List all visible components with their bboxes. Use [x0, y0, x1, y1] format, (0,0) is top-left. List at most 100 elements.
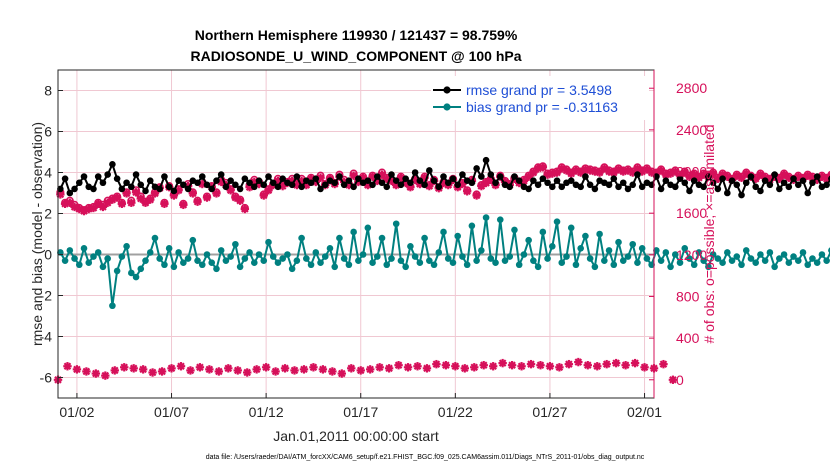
bias-point — [643, 255, 651, 262]
obs-star-marker — [526, 359, 536, 369]
bias-point — [463, 261, 471, 269]
bias-point — [818, 251, 826, 258]
obs-star-marker — [176, 362, 186, 371]
rmse-point — [426, 167, 433, 174]
obs-star-marker — [235, 196, 245, 205]
obs-star-marker — [507, 361, 517, 370]
rmse-point — [586, 181, 594, 189]
legend-rmse-marker — [443, 86, 451, 94]
bias-point — [478, 247, 485, 254]
rmse-series-group — [57, 156, 830, 199]
bias-point — [355, 257, 362, 264]
bias-point — [695, 249, 703, 256]
x-tick-label: 01/12 — [249, 404, 284, 420]
rmse-point — [804, 189, 812, 197]
rmse-point — [57, 185, 64, 193]
bias-point — [336, 234, 343, 242]
obs-star-marker — [167, 364, 176, 373]
rmse-point — [776, 185, 783, 193]
bias-point — [634, 259, 641, 267]
bias-point — [142, 257, 149, 264]
bias-point — [71, 255, 78, 262]
bias-point — [251, 259, 258, 267]
bias-point — [785, 259, 793, 267]
rmse-point — [634, 171, 641, 178]
bias-point — [629, 240, 637, 248]
bias-point — [392, 220, 400, 228]
obs-star-marker — [157, 367, 167, 376]
bias-point — [776, 255, 783, 262]
bias-point — [648, 261, 655, 269]
bias-point — [473, 257, 480, 264]
bias-point — [128, 269, 135, 277]
bias-point — [823, 257, 830, 264]
bias-point — [279, 255, 286, 262]
bias-point — [605, 247, 613, 254]
bias-point — [567, 224, 575, 232]
obs-star-marker — [349, 171, 358, 180]
rmse-point — [719, 175, 726, 182]
bias-point — [109, 302, 116, 310]
rmse-point — [251, 183, 258, 191]
obs-star-marker — [205, 365, 214, 374]
bias-point — [345, 261, 353, 269]
bias-point — [719, 259, 726, 267]
bias-point — [378, 234, 386, 242]
rmse-point — [416, 177, 424, 184]
rmse-point — [468, 179, 476, 187]
bias-point — [591, 263, 599, 271]
rmse-point — [180, 181, 187, 189]
obs-star-marker — [82, 367, 91, 376]
bias-point — [449, 259, 457, 267]
rmse-point — [553, 177, 561, 184]
rmse-point — [128, 183, 135, 191]
rmse-point — [298, 183, 305, 191]
rmse-point — [293, 173, 301, 180]
obs-star-marker — [375, 363, 384, 372]
rmse-point — [161, 173, 168, 180]
legend-box — [431, 76, 649, 120]
rmse-point — [208, 185, 216, 193]
bias-point — [274, 259, 282, 267]
obs-star-marker — [593, 362, 602, 371]
bias-point — [653, 247, 660, 254]
rmse-point — [132, 171, 140, 178]
rmse-point — [288, 181, 296, 189]
legend: rmse grand pr = 3.5498 bias grand pr = -… — [431, 76, 649, 120]
obs-star-marker — [602, 359, 611, 369]
rmse-point — [123, 179, 130, 187]
rmse-point — [340, 181, 348, 189]
bias-point — [165, 245, 173, 252]
obs-star-marker — [659, 359, 668, 369]
bias-point — [180, 259, 187, 267]
rmse-point — [544, 179, 551, 187]
bias-point — [530, 257, 537, 264]
rmse-point — [61, 175, 69, 182]
bias-point — [161, 261, 168, 269]
y-tick-label-right: 2400 — [676, 122, 707, 138]
bias-point — [426, 257, 433, 264]
bias-point — [307, 261, 315, 269]
bias-point — [738, 261, 745, 269]
bias-point — [804, 261, 812, 269]
rmse-point — [421, 181, 428, 189]
bias-point — [440, 228, 447, 236]
rmse-point — [681, 179, 689, 187]
bias-point — [246, 249, 253, 256]
rmse-point — [757, 187, 764, 195]
rmse-point — [80, 173, 88, 180]
bias-point — [601, 257, 608, 264]
rmse-point — [619, 179, 627, 187]
chart-title: Northern Hemisphere 119930 / 121437 = 98… — [195, 27, 518, 43]
bias-point — [733, 253, 741, 260]
bias-point — [359, 251, 367, 258]
bias-point — [435, 249, 443, 256]
bias-point — [799, 249, 807, 256]
obs-star-marker — [231, 193, 240, 202]
obs-star-marker — [481, 178, 491, 188]
bias-point — [747, 255, 755, 262]
right-axis: 0 400 800 1200 1600 2000 2400 2800 — [649, 70, 707, 398]
x-tick-label: 01/07 — [154, 404, 189, 420]
obs-star-marker — [564, 359, 574, 369]
